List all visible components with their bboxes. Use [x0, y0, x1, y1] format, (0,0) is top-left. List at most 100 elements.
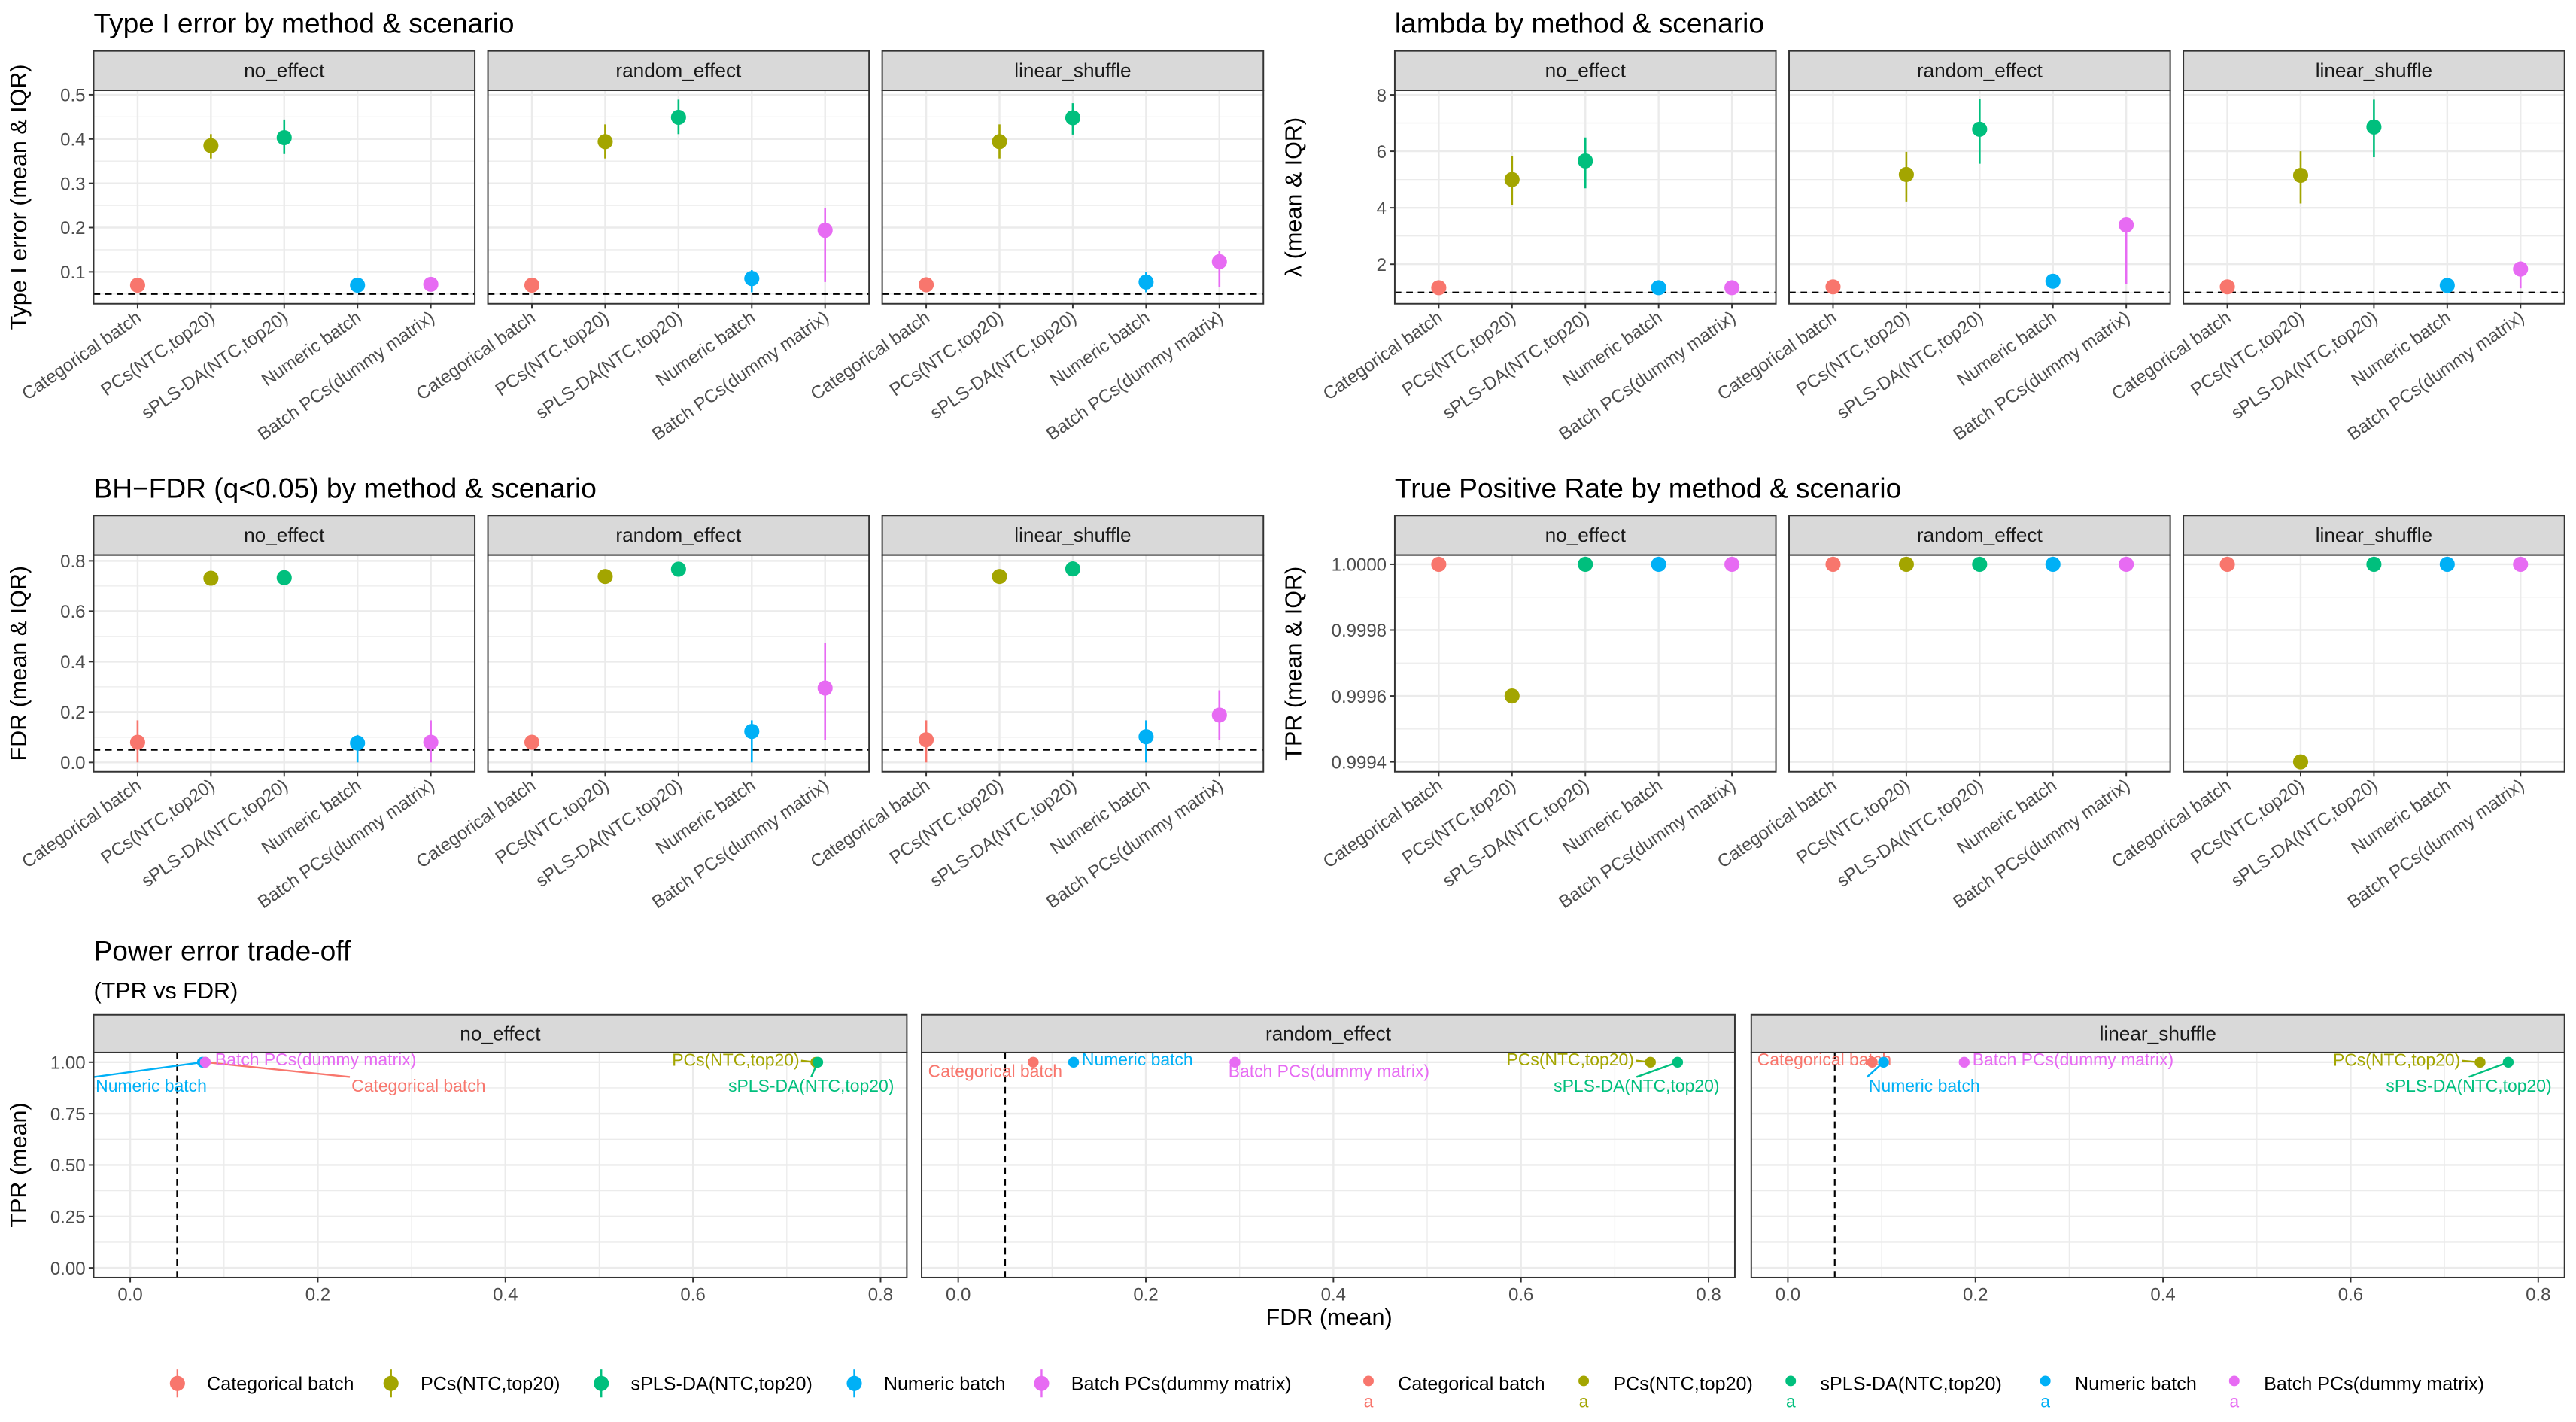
mean-point	[919, 732, 934, 748]
legend-key-point	[594, 1375, 609, 1391]
legend-key-text: a	[1579, 1391, 1589, 1411]
facet-strip-label: linear_shuffle	[1014, 59, 1131, 82]
point-label: sPLS-DA(NTC,top20)	[728, 1076, 894, 1095]
legend-item: a Numeric batch	[2040, 1373, 2197, 1411]
chart-2: BH−FDR (q<0.05) by method & scenario FDR …	[6, 472, 1265, 913]
y-tick-label: 0.1	[60, 263, 85, 283]
facet-strip	[93, 50, 476, 92]
legend-key-point	[1034, 1375, 1050, 1391]
mean-point	[1431, 556, 1447, 572]
facet-strip	[487, 515, 870, 556]
label-connector	[2468, 1061, 2509, 1078]
mean-point	[2219, 279, 2235, 295]
legend-key-text: a	[2229, 1391, 2239, 1411]
chart-0: Type I error by method & scenario Type I …	[6, 8, 1265, 445]
facet-strip	[1393, 50, 1777, 92]
x-tick-label: 0.6	[1508, 1285, 1533, 1305]
point-label: Categorical batch	[928, 1061, 1062, 1080]
mean-point	[817, 223, 833, 239]
point-label: Batch PCs(dummy matrix)	[1229, 1061, 1429, 1080]
y-tick-label: 0.75	[50, 1104, 86, 1125]
panel-border	[1788, 90, 2171, 305]
y-tick-label: 0.9998	[1332, 621, 1387, 641]
panel-border	[487, 90, 870, 305]
point-label: Categorical batch	[351, 1076, 485, 1095]
y-tick-label: 1.0000	[1332, 555, 1387, 576]
mean-point	[2439, 556, 2455, 572]
mean-point	[1825, 279, 1841, 295]
y-tick-label: 6	[1377, 142, 1387, 163]
data-point	[1068, 1056, 1080, 1068]
chart-power-tradeoff: Power error trade-off (TPR vs FDR) FDR (me…	[6, 935, 2565, 1330]
data-point	[1867, 1056, 1878, 1068]
mean-point	[1211, 707, 1227, 723]
data-point	[812, 1056, 824, 1068]
mean-point	[1972, 556, 1988, 572]
facet-strip	[93, 515, 476, 556]
data-point	[1028, 1056, 1039, 1068]
x-tick-label: 0.8	[2526, 1285, 2550, 1305]
mean-point	[2119, 556, 2134, 572]
y-tick-label: 0.8	[60, 551, 85, 572]
legend-label: PCs(NTC,top20)	[1613, 1373, 1753, 1394]
legend-key-point	[1578, 1375, 1590, 1387]
y-tick-label: 0.2	[60, 218, 85, 239]
point-label: Numeric batch	[1869, 1076, 1980, 1095]
legend-text-labels: a Categorical batch a PCs(NTC,top20) a sPLS-D…	[1363, 1373, 2484, 1411]
mean-point	[1651, 556, 1666, 572]
legend-label: Categorical batch	[207, 1373, 354, 1394]
legend-pointrange: Categorical batch PCs(NTC,top20) sPLS-DA(N…	[169, 1369, 1292, 1398]
legend-label: sPLS-DA(NTC,top20)	[1821, 1373, 2002, 1394]
mean-point	[276, 570, 292, 585]
facet-strip-label: no_effect	[244, 524, 325, 546]
label-connector	[205, 1061, 351, 1078]
x-tick-label: 0.6	[680, 1285, 705, 1305]
y-axis-title: Type I error (mean & IQR)	[6, 64, 32, 330]
x-axis-title: FDR (mean)	[1266, 1305, 1393, 1330]
mean-point	[350, 277, 366, 293]
x-tick-label: 0.6	[2338, 1285, 2363, 1305]
mean-point	[2119, 217, 2134, 233]
x-tick-label: 0.0	[1776, 1285, 1800, 1305]
y-tick-label: 1.00	[50, 1053, 86, 1074]
data-point	[2502, 1056, 2514, 1068]
facet-strip	[1788, 515, 2171, 556]
chart-title: True Positive Rate by method & scenario	[1395, 472, 1901, 503]
mean-point	[2045, 273, 2061, 289]
data-point	[199, 1056, 211, 1068]
panel-border	[1750, 1051, 2565, 1278]
x-tick-label: 0.8	[1696, 1285, 1721, 1305]
legend-key-point	[383, 1375, 399, 1391]
facet-strip	[93, 1013, 908, 1053]
legend-label: Batch PCs(dummy matrix)	[2264, 1373, 2484, 1394]
legend-item: a PCs(NTC,top20)	[1578, 1373, 1753, 1411]
legend-item: a Categorical batch	[1363, 1373, 1545, 1411]
chart-title: BH−FDR (q<0.05) by method & scenario	[93, 472, 596, 503]
mean-point	[1972, 121, 1988, 137]
x-tick-label: 0.0	[117, 1285, 142, 1305]
y-tick-label: 8	[1377, 86, 1387, 106]
legend-key-text: a	[1364, 1391, 1374, 1411]
panel-border	[2183, 554, 2565, 773]
facet-strip-label: linear_shuffle	[2100, 1022, 2216, 1045]
mean-point	[2045, 556, 2061, 572]
legend-label: Batch PCs(dummy matrix)	[1071, 1373, 1292, 1394]
mean-point	[817, 680, 833, 696]
mean-point	[1578, 556, 1593, 572]
mean-point	[744, 724, 760, 740]
data-point	[1958, 1056, 1970, 1068]
x-tick-label: 0.4	[1321, 1285, 1346, 1305]
mean-point	[1724, 280, 1740, 296]
mean-point	[992, 569, 1007, 585]
y-tick-label: 0.50	[50, 1156, 86, 1176]
mean-point	[2513, 261, 2529, 277]
mean-point	[2292, 754, 2309, 770]
mean-point	[744, 271, 760, 287]
